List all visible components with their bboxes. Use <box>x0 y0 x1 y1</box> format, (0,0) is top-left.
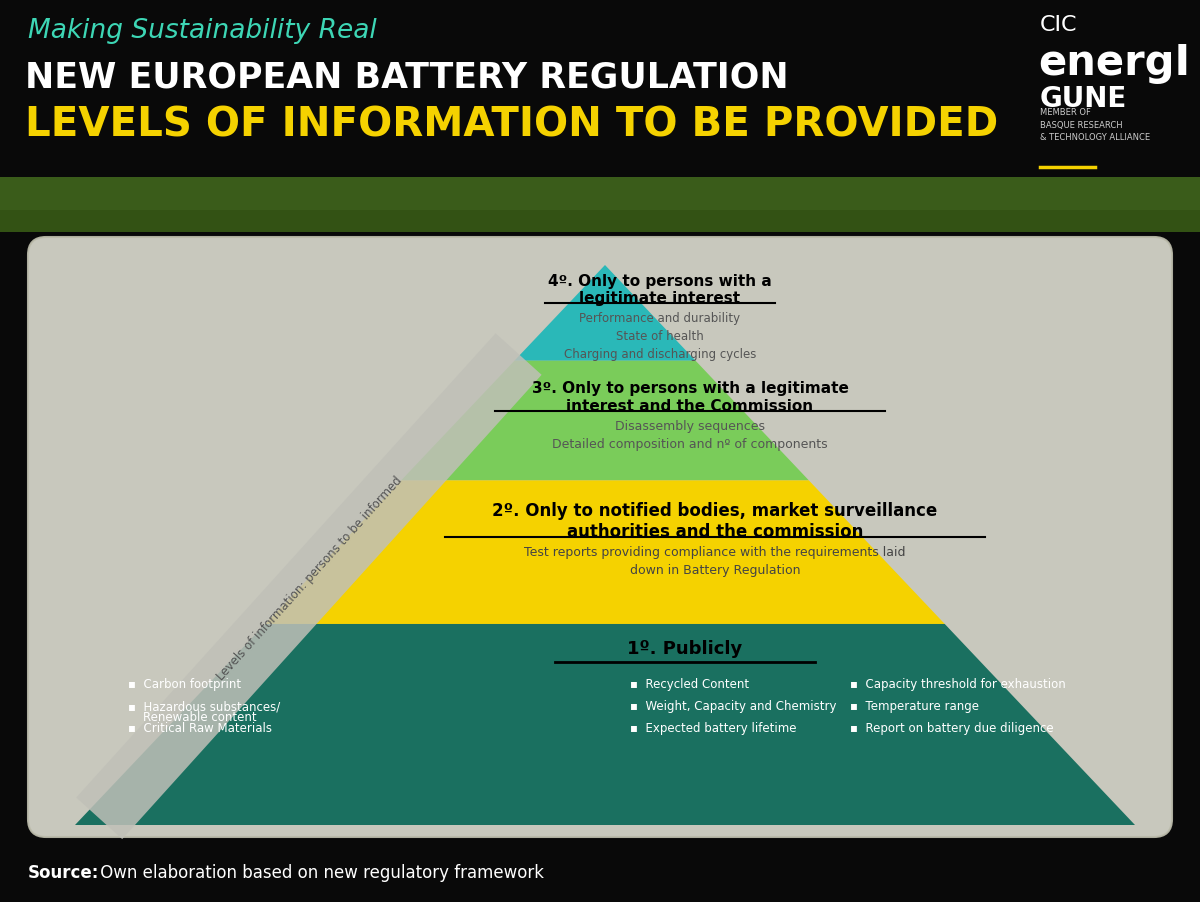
Bar <box>0 211 1200 233</box>
Text: 4º. Only to persons with a
legitimate interest: 4º. Only to persons with a legitimate in… <box>548 273 772 306</box>
Text: NEW EUROPEAN BATTERY REGULATION: NEW EUROPEAN BATTERY REGULATION <box>25 60 788 94</box>
Text: ▪  Temperature range: ▪ Temperature range <box>850 699 979 713</box>
Text: Levels of information: persons to be informed: Levels of information: persons to be inf… <box>215 474 404 683</box>
Polygon shape <box>515 266 696 362</box>
Text: ▪  Critical Raw Materials: ▪ Critical Raw Materials <box>128 722 272 734</box>
Text: 2º. Only to notified bodies, market surveillance
authorities and the commission: 2º. Only to notified bodies, market surv… <box>492 502 937 540</box>
Text: MEMBER OF
BASQUE RESEARCH
& TECHNOLOGY ALLIANCE: MEMBER OF BASQUE RESEARCH & TECHNOLOGY A… <box>1040 108 1150 142</box>
FancyBboxPatch shape <box>28 238 1172 837</box>
Text: ▪  Report on battery due diligence: ▪ Report on battery due diligence <box>850 722 1054 734</box>
Polygon shape <box>265 481 944 624</box>
Text: Test reports providing compliance with the requirements laid
down in Battery Reg: Test reports providing compliance with t… <box>524 545 906 576</box>
Text: 3º. Only to persons with a legitimate
interest and the Commission: 3º. Only to persons with a legitimate in… <box>532 381 848 413</box>
Text: Source:: Source: <box>28 863 100 881</box>
Text: Making Sustainability Real: Making Sustainability Real <box>28 18 377 44</box>
Text: Renewable content: Renewable content <box>128 710 257 723</box>
Polygon shape <box>401 362 809 481</box>
Text: ▪  Capacity threshold for exhaustion: ▪ Capacity threshold for exhaustion <box>850 677 1066 690</box>
Text: Own elaboration based on new regulatory framework: Own elaboration based on new regulatory … <box>95 863 544 881</box>
Bar <box>0 0 1200 178</box>
Text: ▪  Weight, Capacity and Chemistry: ▪ Weight, Capacity and Chemistry <box>630 699 836 713</box>
Polygon shape <box>74 624 1135 825</box>
Text: ▪  Recycled Content: ▪ Recycled Content <box>630 677 749 690</box>
Text: Disassembly sequences
Detailed composition and nº of components: Disassembly sequences Detailed compositi… <box>552 419 828 450</box>
Text: Performance and durability
State of health
Charging and discharging cycles: Performance and durability State of heal… <box>564 311 756 361</box>
Text: energI: energI <box>1038 42 1190 84</box>
Text: GUNE: GUNE <box>1040 85 1127 113</box>
Polygon shape <box>76 334 541 839</box>
Text: CIC: CIC <box>1040 15 1078 35</box>
Text: ▪  Expected battery lifetime: ▪ Expected battery lifetime <box>630 722 797 734</box>
Bar <box>0 842 1200 902</box>
Text: LEVELS OF INFORMATION TO BE PROVIDED: LEVELS OF INFORMATION TO BE PROVIDED <box>25 105 998 145</box>
Text: 1º. Publicly: 1º. Publicly <box>628 640 743 658</box>
Bar <box>0 178 1200 233</box>
Text: ▪  Hazardous substances/: ▪ Hazardous substances/ <box>128 699 281 713</box>
Text: ▪  Carbon footprint: ▪ Carbon footprint <box>128 677 241 690</box>
